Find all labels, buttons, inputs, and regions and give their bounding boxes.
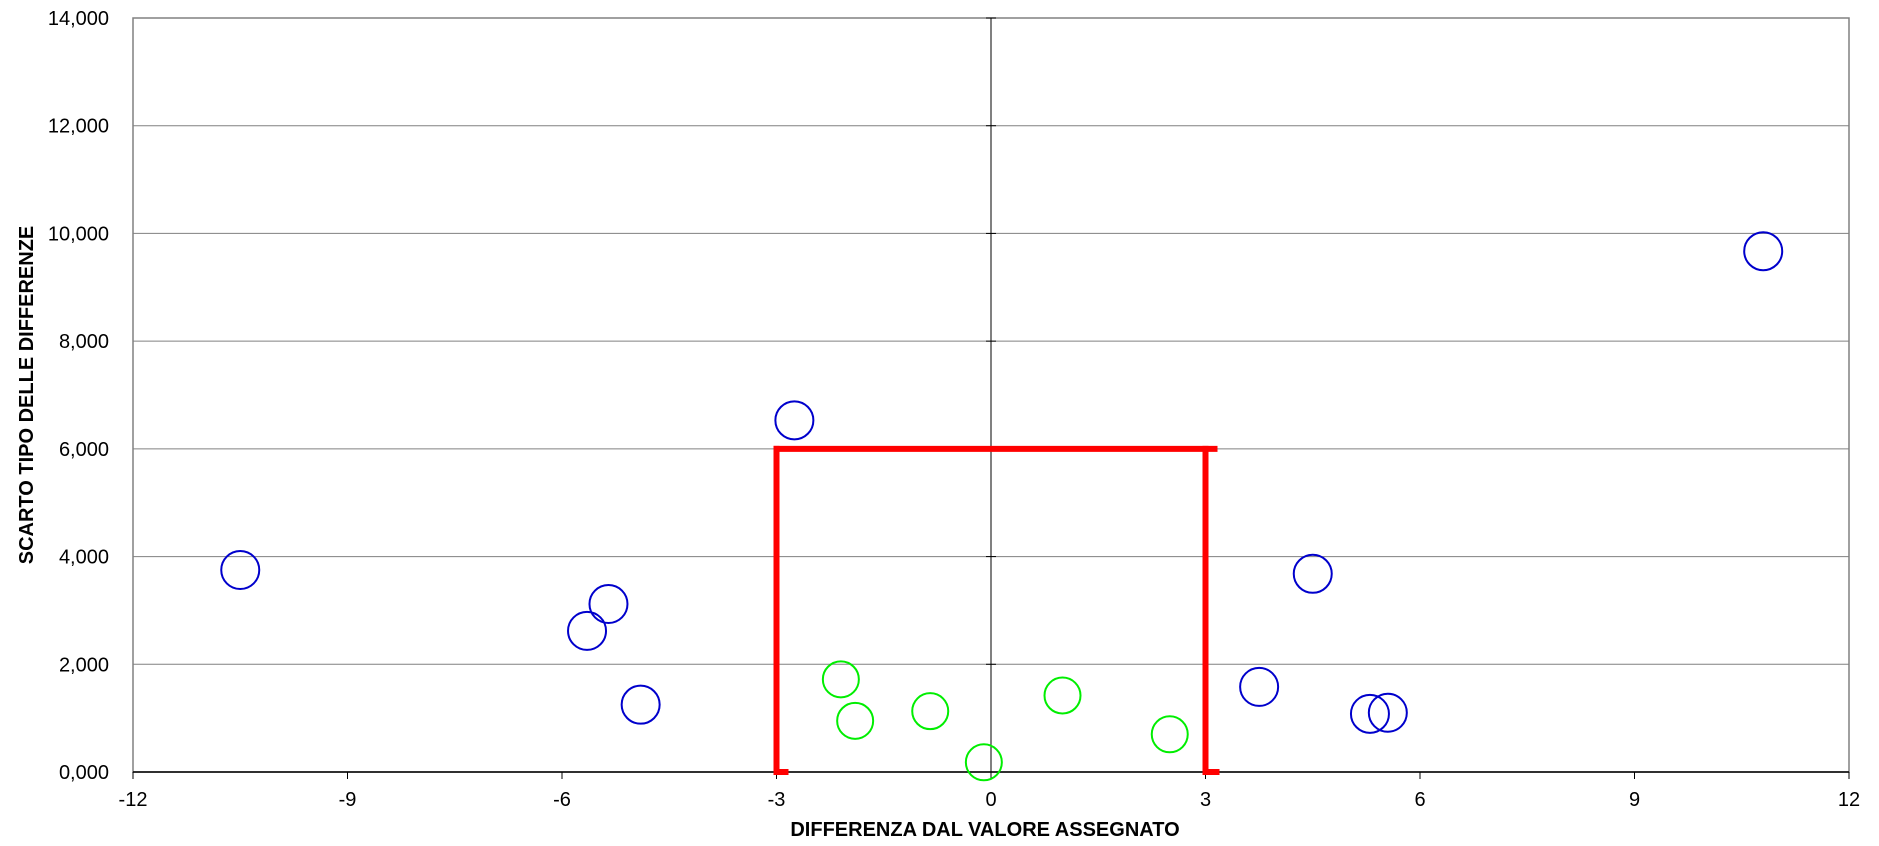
- y-tick-label: 0,000: [59, 762, 109, 784]
- data-point: [1743, 231, 1784, 272]
- x-tick-label: 12: [1838, 789, 1860, 811]
- y-tick-label: 2,000: [59, 654, 109, 676]
- x-tick-label: -3: [768, 789, 786, 811]
- gridlines: [132, 17, 1850, 779]
- data-point: [911, 692, 950, 731]
- data-point: [774, 400, 815, 441]
- data-point: [821, 660, 860, 699]
- y-axis-title: SCARTO TIPO DELLE DIFFERENZE: [16, 226, 38, 565]
- x-tick-label: -12: [119, 789, 148, 811]
- data-point: [1349, 693, 1390, 734]
- y-tick-label: 6,000: [59, 439, 109, 461]
- data-point: [220, 550, 261, 591]
- x-axis-title: DIFFERENZA DAL VALORE ASSEGNATO: [790, 819, 1179, 841]
- y-tick-label: 10,000: [48, 223, 109, 245]
- y-tick-label: 12,000: [48, 116, 109, 138]
- y-tick-label: 8,000: [59, 331, 109, 353]
- x-tick-label: 6: [1414, 789, 1425, 811]
- x-tick-label: 9: [1629, 789, 1640, 811]
- y-tick-label: 4,000: [59, 547, 109, 569]
- tick-labels: -12 -9 -6 -3 0 3 6 9 12 0,000 2,000 4,000 6,000 8,000…: [48, 8, 1860, 811]
- data-point: [1239, 666, 1280, 707]
- data-points: [220, 231, 1784, 782]
- y-tick-label: 14,000: [48, 8, 109, 30]
- data-point: [1292, 553, 1333, 594]
- acceptance-box: [773, 445, 1220, 775]
- data-point: [1150, 715, 1189, 754]
- data-point: [1367, 692, 1408, 733]
- x-tick-label: -9: [339, 789, 357, 811]
- data-point: [588, 583, 629, 624]
- x-tick-label: 3: [1200, 789, 1211, 811]
- x-tick-label: 0: [985, 789, 996, 811]
- data-point: [620, 684, 661, 725]
- x-tick-label: -6: [553, 789, 571, 811]
- data-point: [1043, 676, 1082, 715]
- data-point: [964, 743, 1003, 782]
- data-point: [567, 610, 608, 651]
- data-point: [836, 701, 875, 740]
